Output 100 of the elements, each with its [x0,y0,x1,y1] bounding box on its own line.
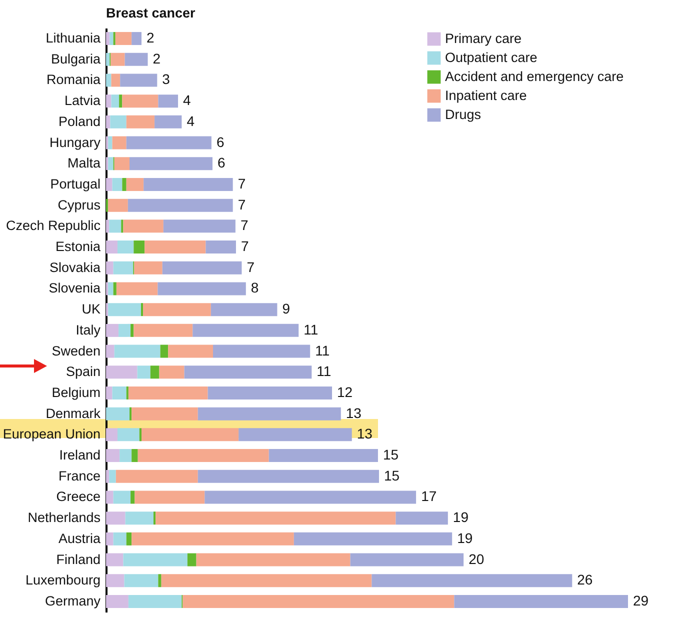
bar [132,407,198,420]
bar [122,178,126,191]
annotation: 6 [217,154,226,171]
bar [118,324,131,337]
bar [126,115,155,128]
legend-label: Outpatient care [445,50,538,65]
annotation: 4 [186,112,195,129]
bar [106,553,124,566]
bar [168,344,214,358]
annotation: 12 [337,384,353,400]
bar [128,198,233,212]
y-tick-label: France [58,468,100,484]
bar [268,449,378,462]
bar [140,303,144,316]
bar [134,490,205,504]
bar [106,261,114,274]
bar [114,157,130,170]
bar [132,532,294,546]
bar [129,407,132,420]
y-tick-label: Romania [46,72,101,88]
bar [454,594,628,608]
bar [182,594,454,608]
y-tick-label: Poland [58,114,100,129]
bar [106,178,112,191]
y-tick-label: Portugal [50,176,100,192]
bar [123,553,188,566]
y-tick-label: Slovenia [48,280,101,296]
bar [154,115,182,128]
bar [396,512,448,525]
annotation: 13 [346,404,362,421]
annotation: 2 [146,30,154,46]
annotation: 15 [382,446,399,463]
bar [126,532,132,546]
annotation: 6 [216,134,224,150]
annotation: 26 [577,572,593,588]
bar [108,303,141,316]
chart-title: Breast cancer [106,6,196,20]
bar [130,324,134,337]
bar [106,324,119,337]
annotation: 3 [162,71,170,88]
annotation: 13 [356,426,373,442]
bar [106,32,110,46]
bar [119,94,122,108]
bar [134,240,145,254]
bar [128,386,208,400]
y-tick-label: Greece [56,489,100,504]
annotation: 7 [238,196,246,212]
bar [124,52,148,66]
bar [160,344,168,358]
bar [206,240,236,254]
legend-label: Inpatient care [445,88,527,103]
y-tick-label: Austria [58,530,101,546]
bar [294,532,452,546]
bar [134,261,162,274]
annotation: 19 [457,530,473,546]
bar [106,470,110,483]
bar [106,74,112,87]
bar [110,32,114,46]
annotation: 4 [183,92,192,108]
bar [106,52,110,66]
y-tick-label: Lithuania [46,30,101,46]
bar [129,157,212,170]
bar [110,52,125,66]
bar [122,94,158,108]
bar [106,449,120,462]
bar [106,407,130,420]
annotation: 9 [282,300,290,317]
y-tick-label: Slovakia [49,260,101,275]
bar [130,490,135,504]
y-tick-label: Bulgaria [50,51,101,66]
bar [163,220,236,233]
bar [117,428,140,442]
bar [137,366,150,379]
bar [144,240,206,254]
annotation: 11 [304,321,318,338]
legend-label: Drugs [445,107,482,122]
bar [204,490,416,504]
annotation: 17 [421,488,437,504]
bar [108,136,112,150]
bar [111,74,120,87]
y-tick-label: Spain [66,364,100,380]
annotation: 7 [240,238,249,254]
bar [138,449,269,462]
bar [112,386,126,400]
bar [238,428,352,442]
bar [113,490,131,504]
bar [106,344,114,358]
bar [106,574,124,588]
annotation: 7 [240,217,248,234]
bar [213,344,310,358]
y-tick-label: Belgium [52,384,100,400]
bar [198,470,380,483]
bar [159,366,184,379]
annotation: 15 [384,467,400,484]
bar [116,470,198,483]
bar [106,240,118,254]
y-tick-label: Finland [56,552,100,567]
bar [114,344,160,358]
bar [109,470,116,483]
y-tick-label: Cyprus [58,197,101,212]
